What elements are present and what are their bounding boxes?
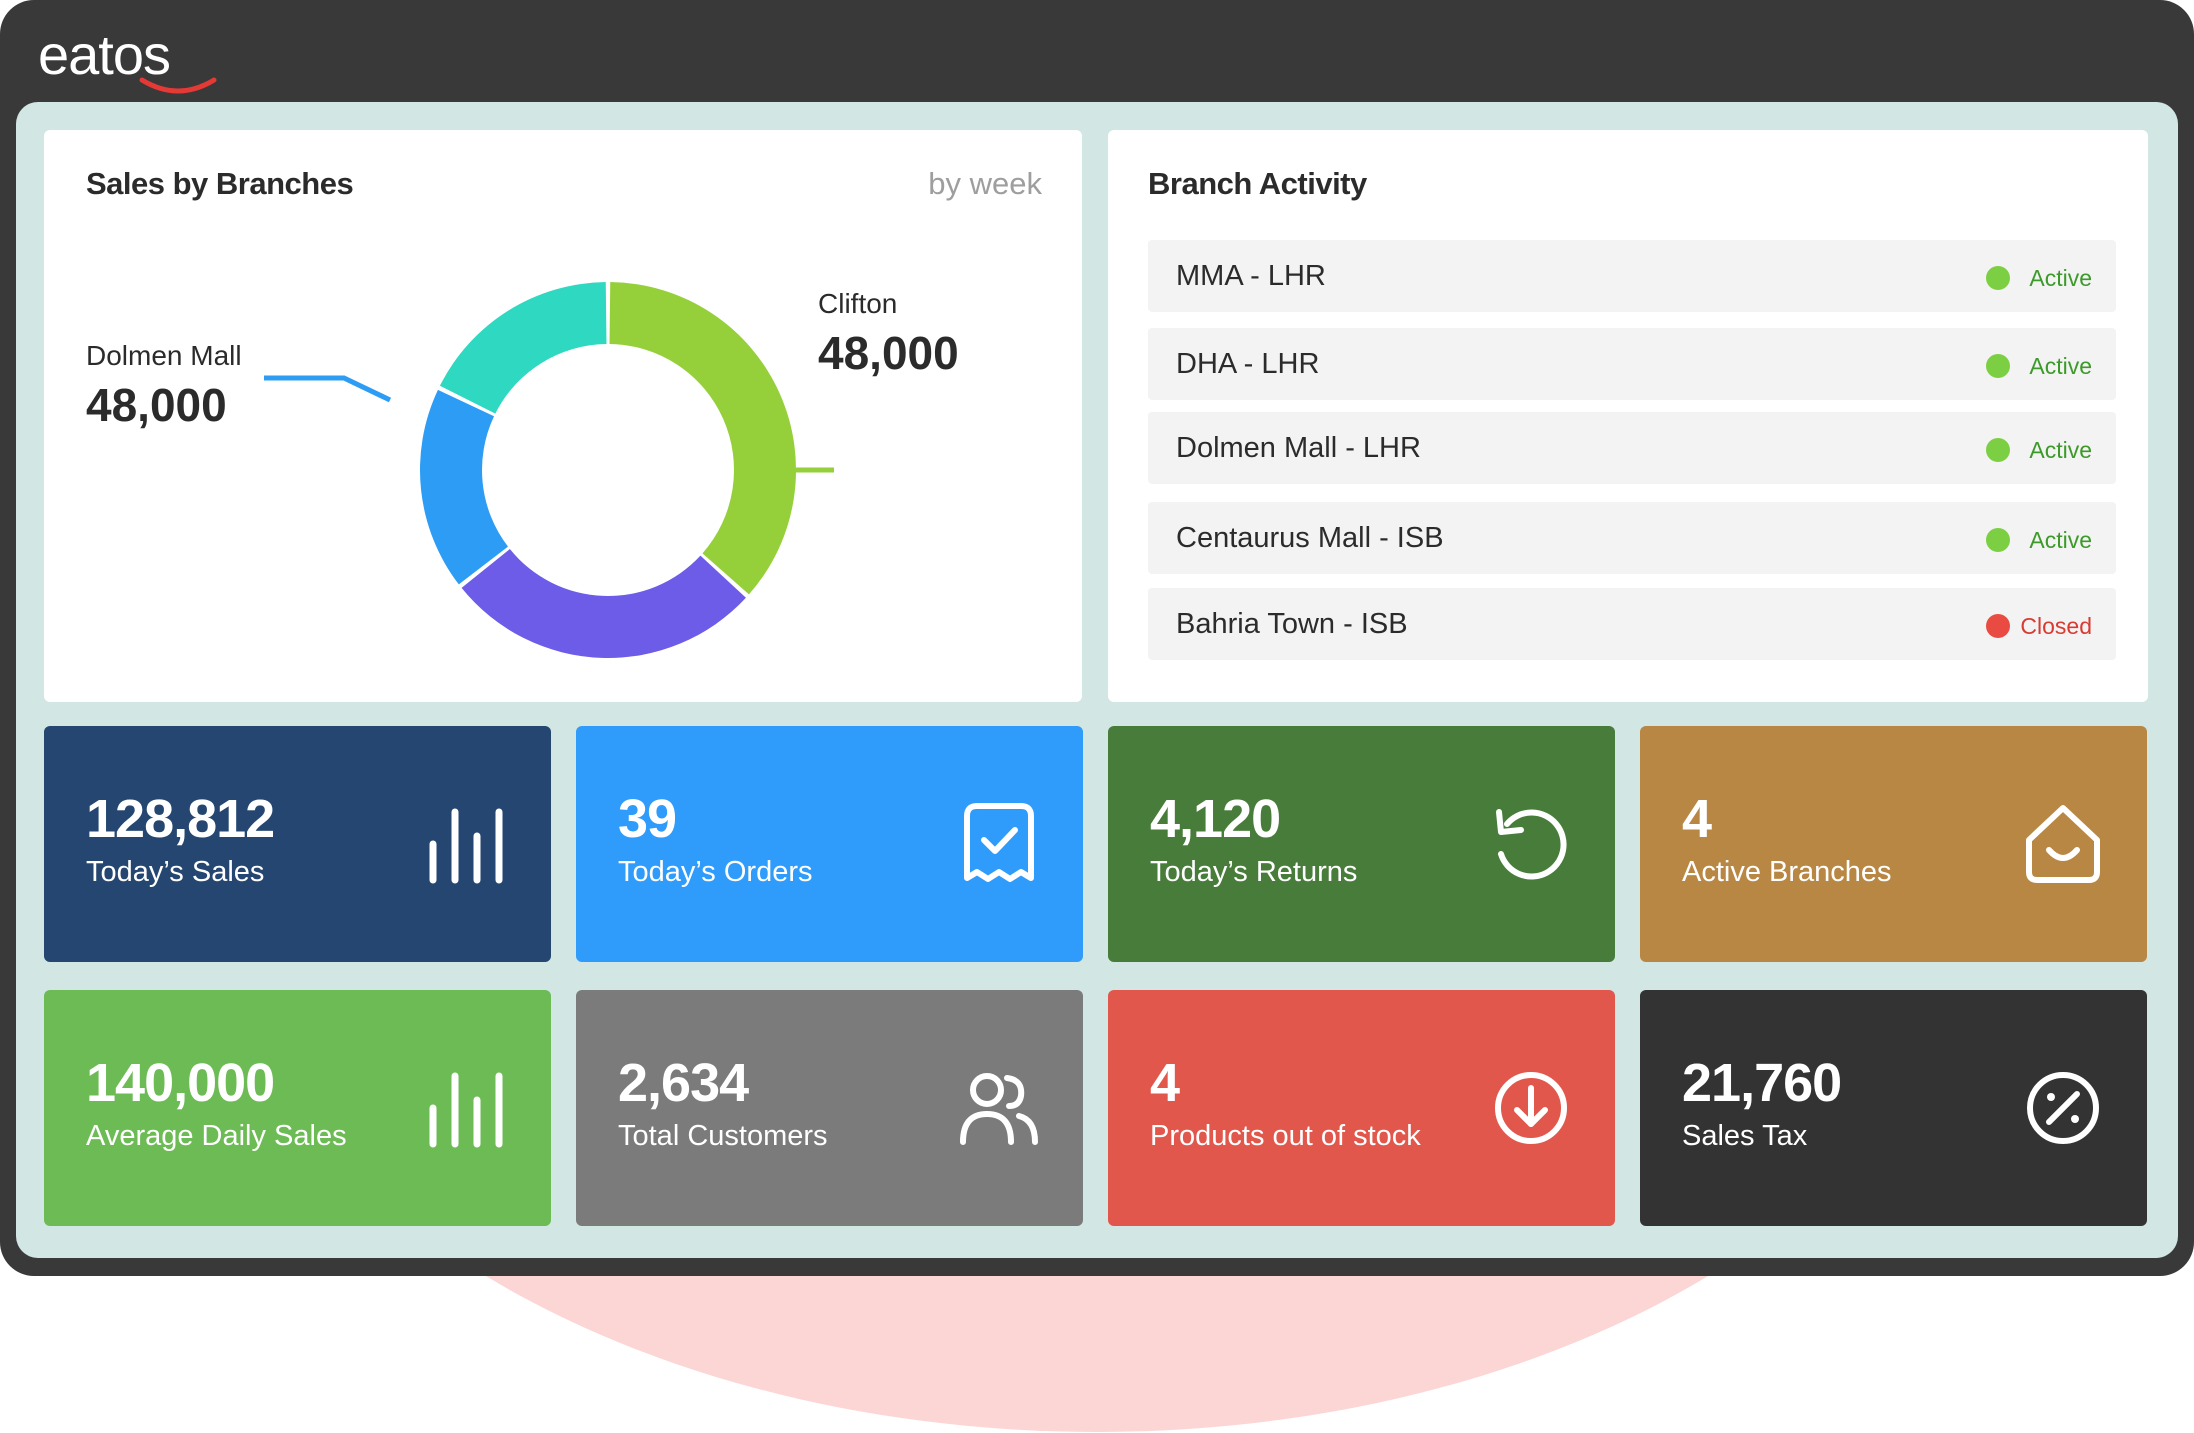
dashboard-content: Sales by Branches by week Dolmen Mall 48… [16, 102, 2178, 1258]
stat-value: 128,812 [86, 789, 275, 849]
download-circle-icon [1495, 1072, 1567, 1144]
status-dot [1986, 614, 2010, 638]
app-frame: eatos Sales by Branches by week Dolmen M… [0, 0, 2194, 1276]
eatos-logo[interactable]: eatos [38, 20, 217, 94]
stat-label: Today’s Sales [86, 856, 265, 888]
status-text: Closed [2020, 613, 2092, 639]
period-filter[interactable]: by week [928, 166, 1042, 201]
return-icon [1496, 809, 1567, 880]
branch-activity-title: Branch Activity [1148, 166, 1367, 201]
donut-segment-3 [439, 282, 607, 414]
clifton-value: 48,000 [818, 327, 959, 379]
stat-tile-average-daily-sales[interactable]: 140,000 Average Daily Sales [44, 990, 551, 1226]
logo-text: eatos [38, 23, 171, 86]
stat-value: 2,634 [618, 1053, 749, 1113]
branch-activity-card: Branch Activity MMA - LHR Active DHA - L… [1108, 130, 2148, 702]
receipt-check-icon [964, 803, 1034, 882]
dolmen-mall-name: Dolmen Mall [86, 340, 242, 371]
sales-donut-chart [264, 282, 834, 658]
status-dot [1986, 354, 2010, 378]
sales-by-branches-card: Sales by Branches by week Dolmen Mall 48… [44, 130, 1082, 702]
store-icon [2026, 805, 2100, 883]
stat-label: Today’s Orders [618, 856, 813, 888]
stat-label: Today’s Returns [1150, 856, 1358, 888]
status-dot [1986, 266, 2010, 290]
status-text: Active [2029, 437, 2092, 463]
stat-tile-todays-sales[interactable]: 128,812 Today’s Sales [44, 726, 551, 962]
percent-circle-icon [2027, 1072, 2099, 1144]
stat-tile-todays-returns[interactable]: 4,120 Today’s Returns [1108, 726, 1615, 962]
branch-row[interactable]: Dolmen Mall - LHR Active [1148, 412, 2116, 484]
stat-value: 4 [1150, 1053, 1180, 1113]
stat-tile-active-branches[interactable]: 4 Active Branches [1640, 726, 2147, 962]
stat-value: 140,000 [86, 1053, 275, 1113]
stat-tile-todays-orders[interactable]: 39 Today’s Orders [576, 726, 1083, 962]
status-text: Active [2029, 527, 2092, 553]
stat-label: Sales Tax [1682, 1120, 1808, 1152]
status-text: Active [2029, 265, 2092, 291]
donut-segment-0 [609, 282, 796, 595]
stat-value: 4 [1682, 789, 1712, 849]
clifton-name: Clifton [818, 288, 898, 319]
branch-row[interactable]: DHA - LHR Active [1148, 328, 2116, 400]
stat-value: 39 [618, 789, 677, 849]
stat-tile-total-customers[interactable]: 2,634 Total Customers [576, 990, 1083, 1226]
branch-row[interactable]: Centaurus Mall - ISB Active [1148, 502, 2116, 574]
stat-tile-products-out-of-stock[interactable]: 4 Products out of stock [1108, 990, 1615, 1226]
dolmen-mall-label: Dolmen Mall 48,000 [86, 340, 242, 432]
branch-name: DHA - LHR [1176, 348, 1320, 380]
stat-label: Active Branches [1682, 856, 1892, 888]
donut-segment-2 [419, 389, 509, 585]
clifton-label: Clifton 48,000 [818, 288, 959, 380]
users-icon [960, 1073, 1038, 1145]
bar-chart-icon [429, 1072, 503, 1148]
logo-smile-icon [139, 77, 217, 94]
stat-value: 21,760 [1682, 1053, 1842, 1113]
stat-tile-sales-tax[interactable]: 21,760 Sales Tax [1640, 990, 2147, 1226]
status-dot [1986, 438, 2010, 462]
branch-row[interactable]: Bahria Town - ISB Closed [1148, 588, 2116, 660]
branch-name: MMA - LHR [1176, 260, 1326, 292]
stat-value: 4,120 [1150, 789, 1281, 849]
branch-name: Centaurus Mall - ISB [1176, 522, 1444, 554]
branch-name: Dolmen Mall - LHR [1176, 432, 1421, 464]
branch-row[interactable]: MMA - LHR Active [1148, 240, 2116, 312]
sales-card-title: Sales by Branches [86, 166, 354, 201]
stat-label: Products out of stock [1150, 1120, 1421, 1152]
bar-chart-icon [429, 808, 503, 884]
status-text: Active [2029, 353, 2092, 379]
donut-segment-1 [461, 549, 746, 658]
stat-label: Total Customers [618, 1120, 828, 1152]
dolmen-mall-value: 48,000 [86, 379, 227, 431]
branch-name: Bahria Town - ISB [1176, 608, 1408, 640]
dolmen-leader-line [264, 375, 392, 403]
status-dot [1986, 528, 2010, 552]
stat-label: Average Daily Sales [86, 1120, 347, 1152]
